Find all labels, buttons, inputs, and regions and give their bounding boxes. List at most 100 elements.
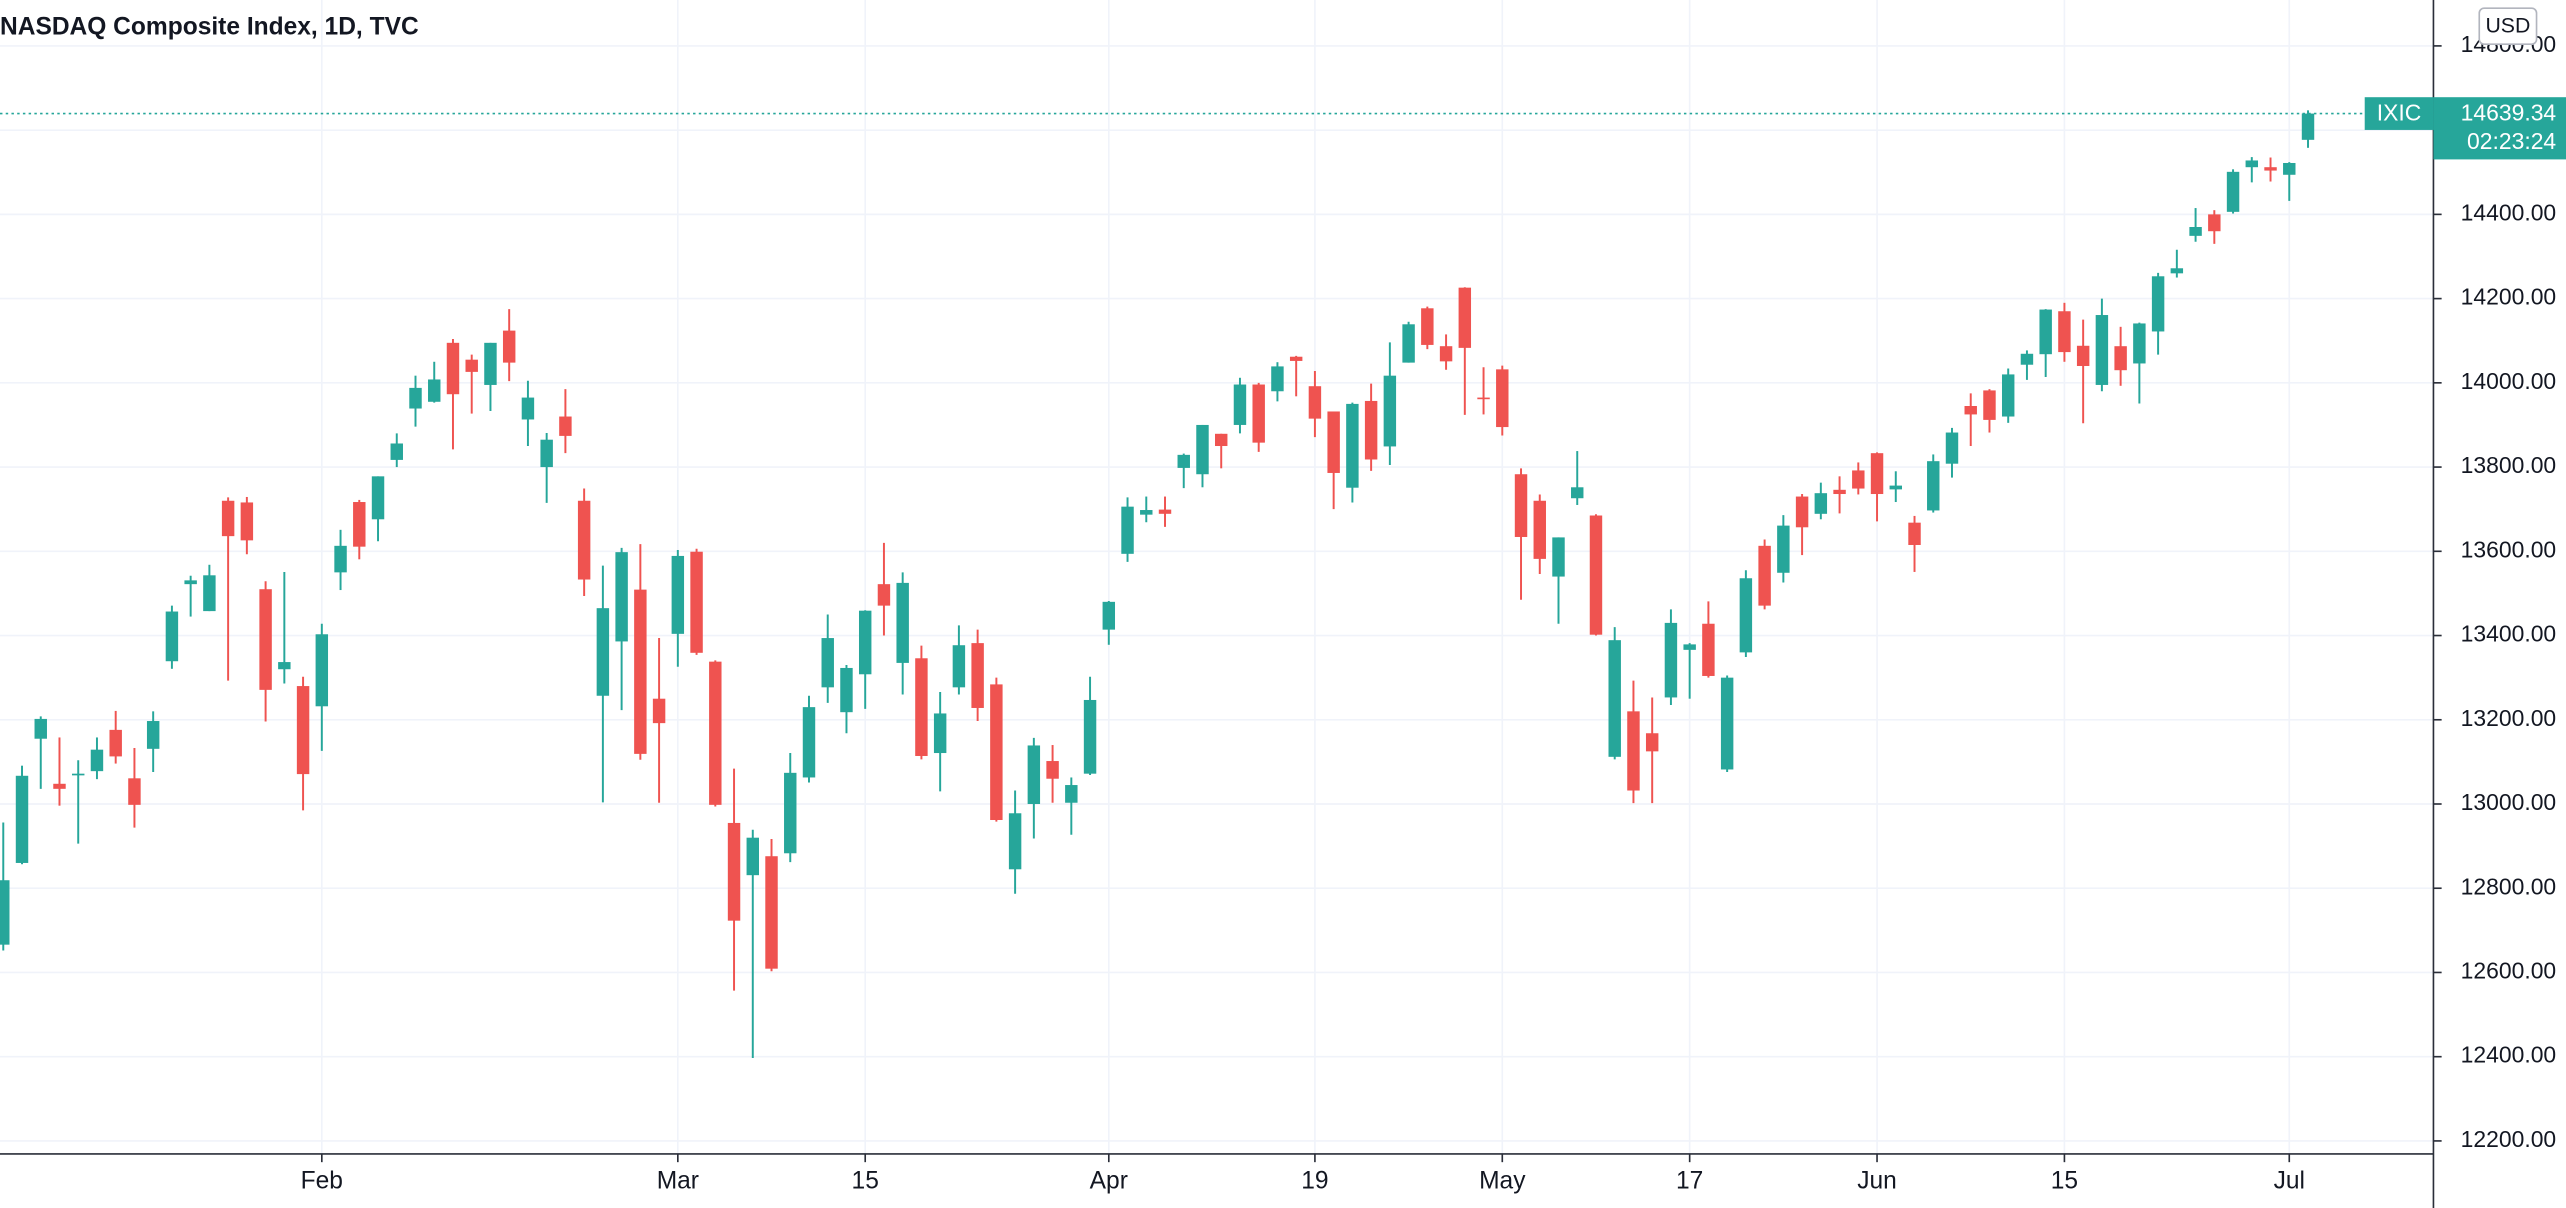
- candle-body: [933, 713, 947, 754]
- candle-body: [971, 643, 984, 708]
- candle-body: [858, 610, 872, 675]
- symbol-tag: [2364, 97, 2434, 130]
- y-tick-label: 13600.00: [2461, 536, 2557, 562]
- y-tick-label: 14400.00: [2461, 199, 2557, 225]
- candle-body: [1083, 699, 1097, 774]
- x-tick-label: 15: [852, 1167, 879, 1194]
- candle-body: [1177, 454, 1190, 468]
- candle-body: [2095, 315, 2109, 385]
- chart-title: NASDAQ Composite Index, 1D, TVC: [0, 13, 419, 40]
- candle-body: [2058, 311, 2071, 353]
- price-tag-label: 14639.34: [2461, 99, 2557, 125]
- candle-body: [502, 330, 516, 363]
- candle-body: [2189, 227, 2202, 236]
- candle-body: [1346, 403, 1359, 488]
- candle-body: [1702, 623, 1715, 676]
- candle-body: [484, 342, 497, 385]
- candle-body: [1739, 578, 1753, 653]
- candle-body: [221, 500, 235, 537]
- candles: [0, 110, 2434, 1058]
- y-tick-label: 12600.00: [2461, 958, 2557, 984]
- candle-body: [2151, 276, 2165, 332]
- candle-body: [1964, 406, 1977, 415]
- candle-body: [802, 707, 816, 778]
- candle-body: [2208, 214, 2221, 232]
- candle-body: [2114, 346, 2127, 371]
- candle-body: [109, 729, 122, 757]
- candle-body: [765, 856, 778, 969]
- candle-body: [2301, 113, 2315, 140]
- candle-body: [952, 645, 966, 688]
- candle-body: [1215, 433, 1228, 447]
- candle-body: [1402, 324, 1415, 363]
- candle-body: [1496, 369, 1509, 428]
- candle-body: [1458, 287, 1472, 348]
- candle-body: [840, 667, 853, 713]
- candle-body: [596, 608, 610, 696]
- candle-body: [1814, 493, 1828, 514]
- candle-body: [2039, 309, 2052, 355]
- candle-body: [746, 837, 759, 876]
- y-tick-label: 13000.00: [2461, 789, 2557, 815]
- candle-body: [915, 658, 928, 756]
- x-tick-label: 15: [2051, 1167, 2078, 1194]
- candle-body: [1552, 537, 1565, 577]
- candle-body: [53, 783, 66, 789]
- candle-body: [690, 551, 703, 653]
- candle-body: [821, 638, 834, 688]
- currency-button[interactable]: [2478, 7, 2538, 46]
- candle-body: [1383, 375, 1397, 447]
- grid: [0, 0, 2434, 1154]
- candle-body: [146, 721, 160, 749]
- candle-body: [1908, 522, 1921, 545]
- candle-body: [1271, 366, 1284, 392]
- candle-body: [446, 342, 460, 395]
- x-tick-label: 17: [1676, 1167, 1703, 1194]
- x-tick-label: Apr: [1090, 1167, 1128, 1194]
- candle-body: [615, 552, 628, 642]
- candle-body: [315, 634, 329, 707]
- candle-body: [1664, 622, 1678, 698]
- candle-body: [577, 500, 591, 580]
- candle-body: [2076, 345, 2090, 366]
- candle-body: [334, 545, 347, 573]
- candle-body: [465, 359, 478, 372]
- x-tick-label: Jun: [1857, 1167, 1897, 1194]
- candle-body: [1833, 489, 1846, 495]
- candle-body: [1533, 500, 1546, 559]
- candle-body: [371, 476, 385, 520]
- candle-body: [409, 387, 422, 409]
- candle-body: [390, 443, 403, 460]
- currency-label[interactable]: USD: [2485, 14, 2530, 38]
- candle-body: [1196, 424, 1209, 475]
- axes: 12200.00 12400.00 12600.00 12800.00 13000.00…: [301, 31, 2566, 1194]
- candle-body: [2264, 167, 2277, 171]
- candle-body: [1252, 384, 1265, 443]
- candle-body: [727, 822, 741, 921]
- candle-body: [2001, 374, 2015, 417]
- candle-body: [1046, 761, 1059, 779]
- candle-body: [1140, 510, 1153, 515]
- candle-body: [1683, 644, 1696, 650]
- candle-body: [1102, 601, 1116, 630]
- x-tick-label: Jul: [2274, 1167, 2305, 1194]
- y-tick-label: 14200.00: [2461, 284, 2557, 310]
- candle-body: [709, 661, 722, 805]
- x-tick-label: Mar: [657, 1167, 699, 1194]
- candle-body: [1852, 470, 1865, 489]
- candle-body: [203, 575, 216, 612]
- candle-body: [2283, 162, 2296, 175]
- candle-body: [1720, 677, 1734, 770]
- candle-body: [784, 772, 797, 854]
- y-tick-label: 12800.00: [2461, 873, 2557, 899]
- candle-body: [2170, 268, 2184, 274]
- y-tick-label: 12200.00: [2461, 1126, 2557, 1152]
- countdown-label: 02:23:24: [2467, 128, 2556, 154]
- candle-body: [1945, 432, 1959, 464]
- candle-body: [559, 416, 572, 436]
- candle-body: [1870, 453, 1884, 495]
- y-tick-label: 14000.00: [2461, 368, 2557, 394]
- y-tick-label: 12400.00: [2461, 1042, 2557, 1068]
